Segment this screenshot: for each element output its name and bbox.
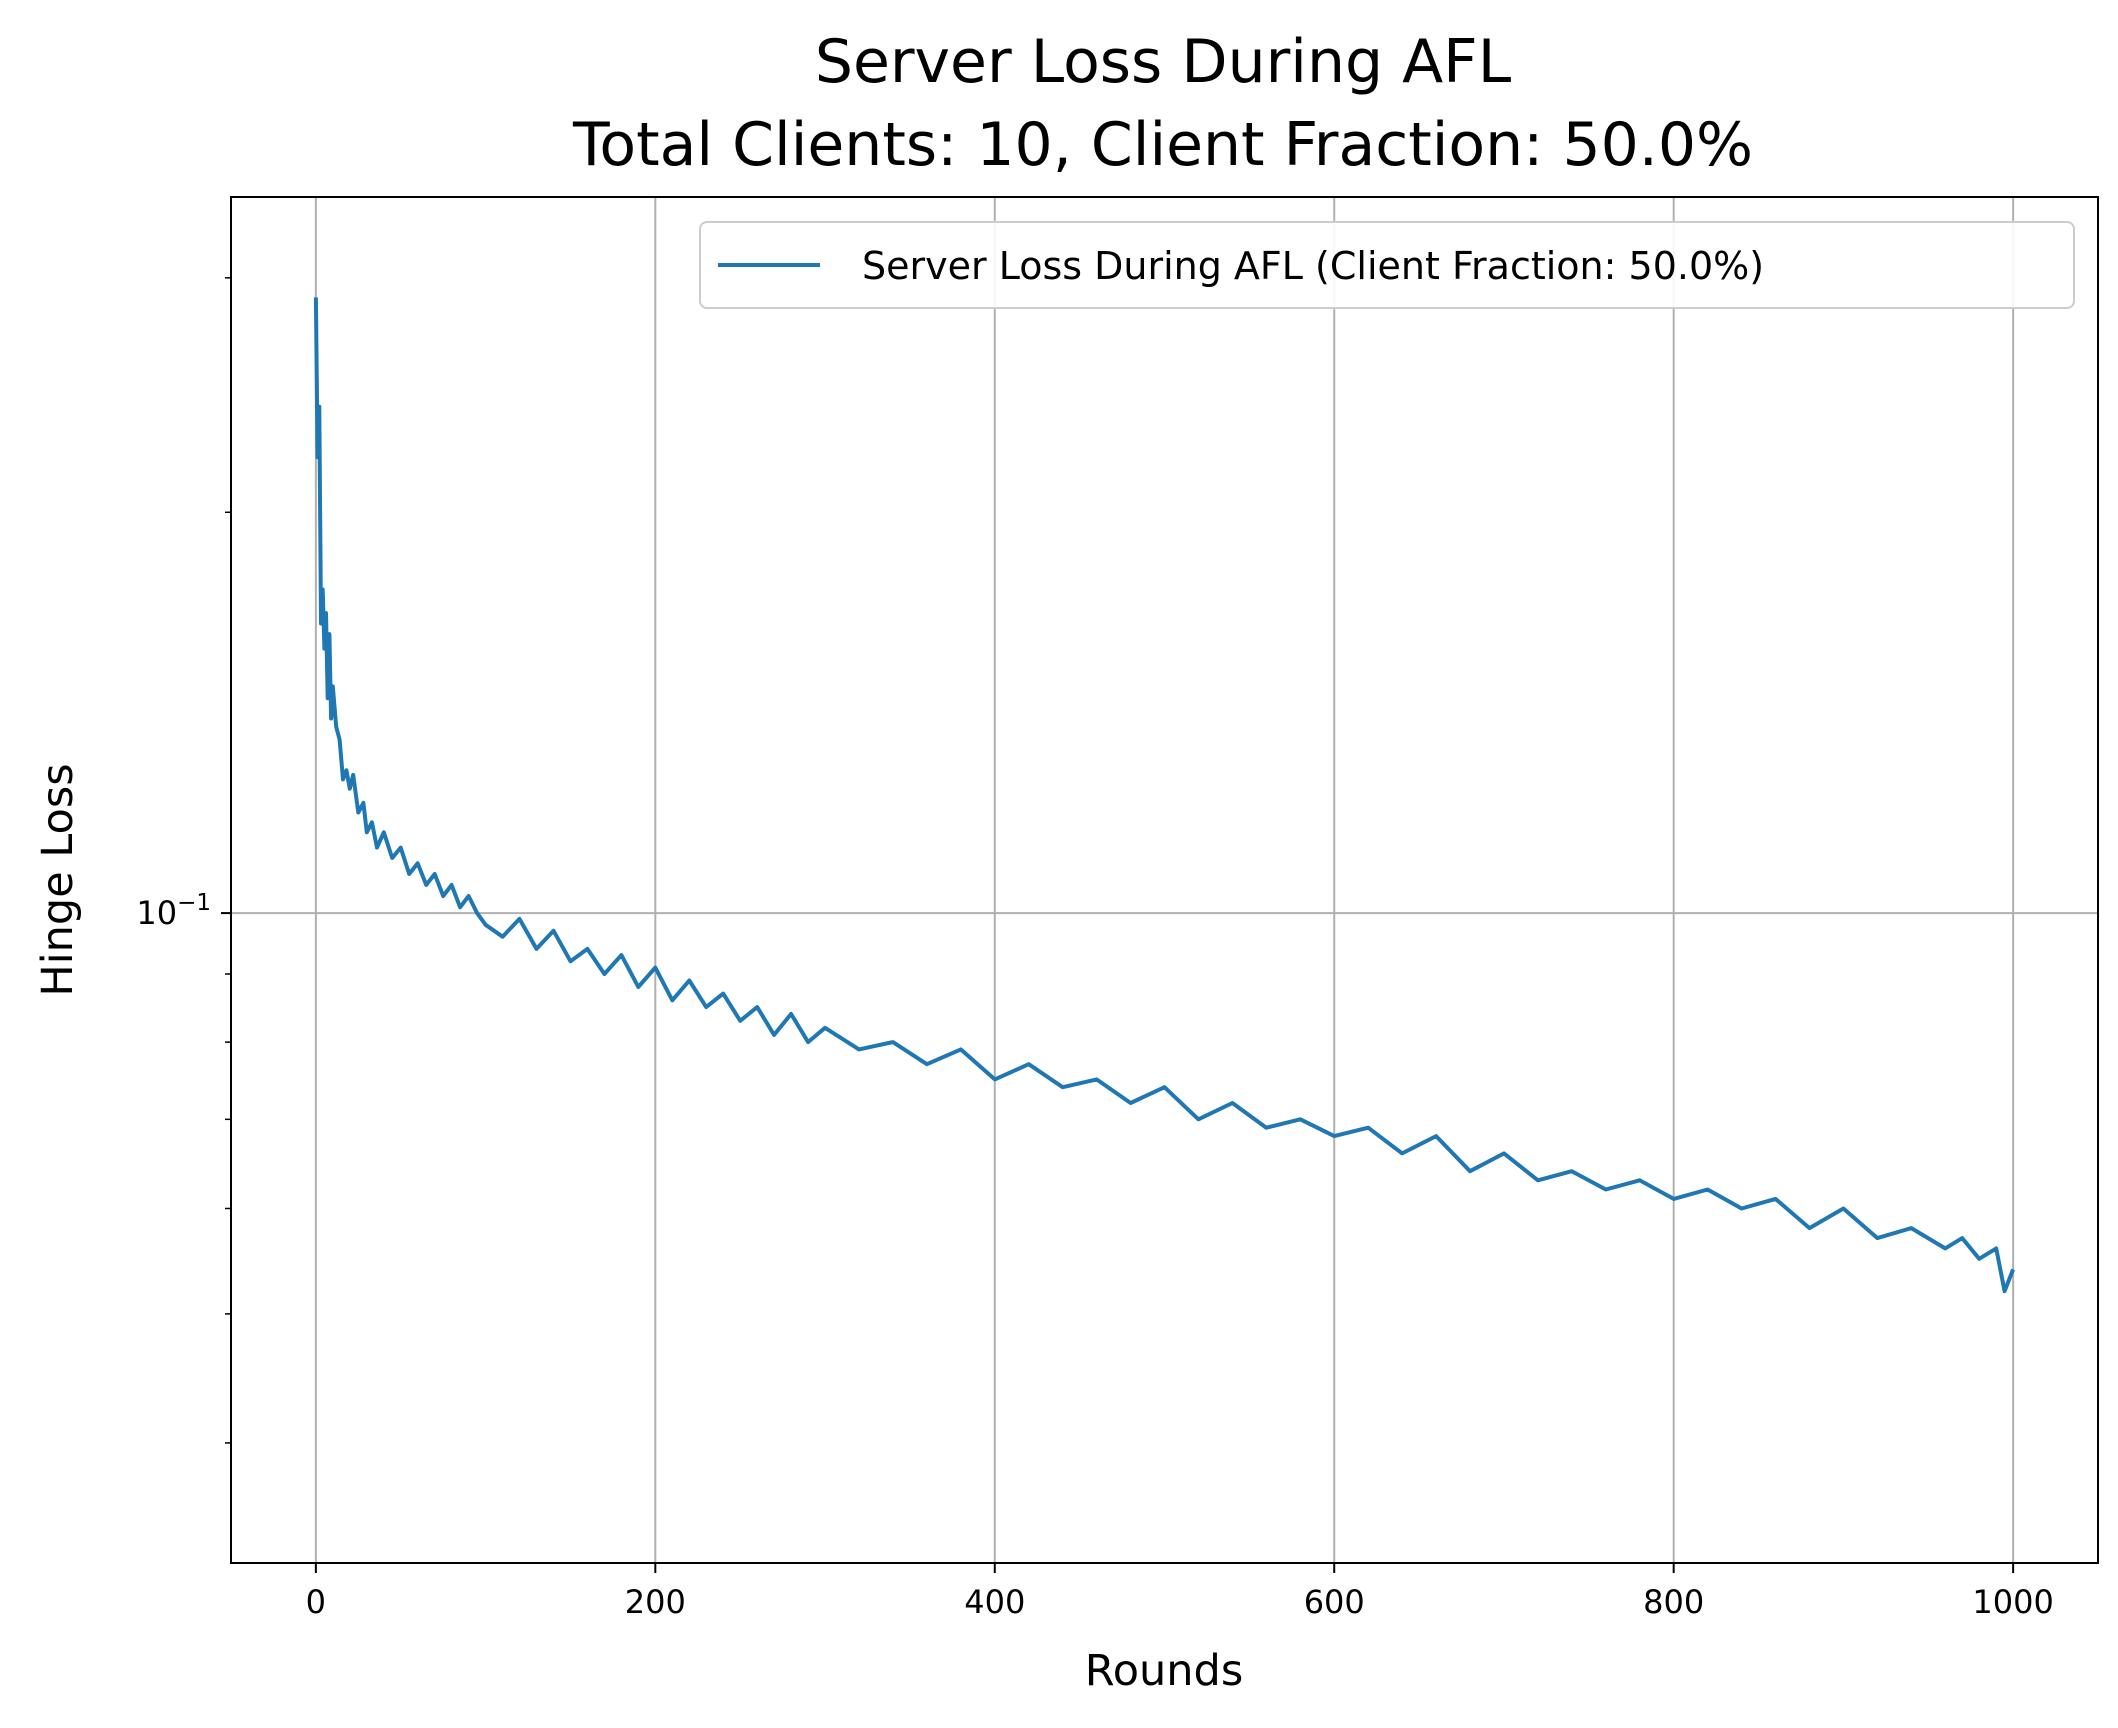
x-tick-label: 800 — [1643, 1583, 1704, 1621]
chart-subtitle: Total Clients: 10, Client Fraction: 50.0… — [572, 110, 1753, 180]
x-tick-label: 600 — [1304, 1583, 1365, 1621]
series-line — [313, 297, 2015, 1294]
x-tick-label: 200 — [625, 1583, 686, 1621]
y-axis-ticks: 10−1 — [136, 277, 231, 1444]
x-tick-label: 1000 — [1972, 1583, 2053, 1621]
y-tick-label: 10−1 — [136, 890, 211, 932]
x-axis-ticks: 0 200 400 600 800 1000 — [306, 1563, 2054, 1621]
x-axis-label: Rounds — [1085, 1646, 1243, 1696]
legend-label: Server Loss During AFL (Client Fraction:… — [862, 244, 1764, 288]
x-tick-label: 0 — [306, 1583, 326, 1621]
axes-frame — [230, 196, 2099, 1564]
x-tick-label: 400 — [964, 1583, 1025, 1621]
legend: Server Loss During AFL (Client Fraction:… — [699, 221, 2075, 309]
y-axis-label: Hinge Loss — [33, 763, 83, 996]
plot-area — [313, 297, 2015, 1294]
chart-title: Server Loss During AFL — [815, 27, 1512, 97]
legend-box — [699, 221, 2075, 309]
